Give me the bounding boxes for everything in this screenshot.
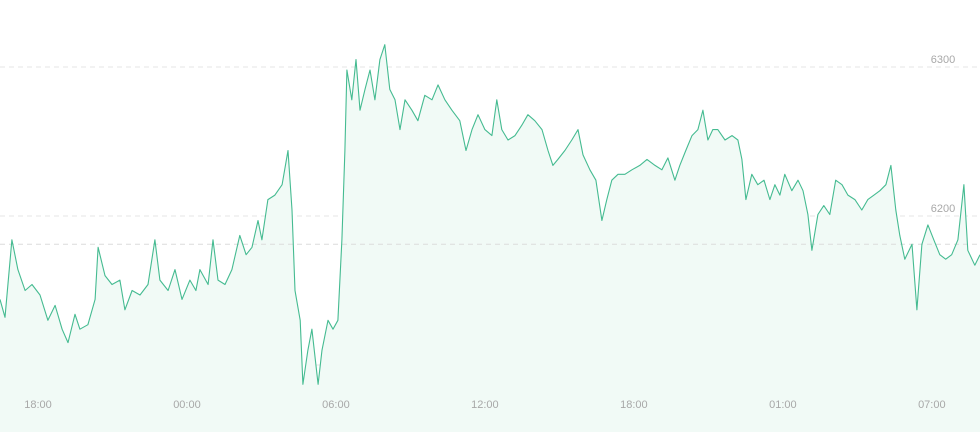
y-tick-label: 6300 — [931, 54, 955, 66]
area — [0, 44, 980, 432]
y-tick-label: 6200 — [931, 203, 955, 215]
x-tick-label: 18:00 — [24, 399, 52, 411]
price-line — [0, 44, 980, 385]
x-tick-label: 18:00 — [620, 399, 648, 411]
x-tick-label: 00:00 — [173, 399, 201, 411]
x-tick-label: 01:00 — [769, 399, 797, 411]
x-tick-label: 12:00 — [471, 399, 499, 411]
x-tick-label: 07:00 — [918, 399, 946, 411]
x-tick-label: 06:00 — [322, 399, 350, 411]
